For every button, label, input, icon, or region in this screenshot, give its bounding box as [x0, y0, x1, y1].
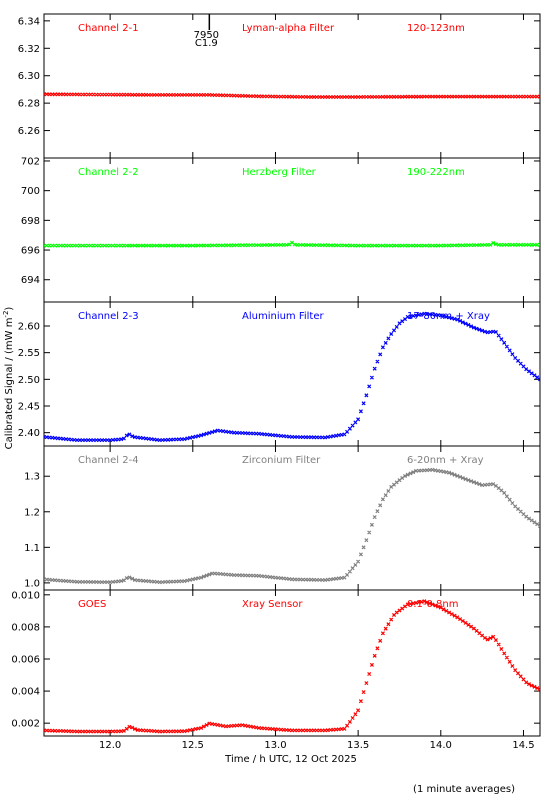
y-tick-label: 6.28	[18, 99, 40, 110]
event-marker-label: 7950	[194, 30, 219, 41]
panel-frame	[43, 13, 541, 159]
y-tick-label: 2.50	[18, 375, 40, 386]
y-tick-label: 0.004	[11, 687, 40, 698]
panel-4: 1.0 1.1 1.2 1.3 Channel 2-4 Zirconium Filter 6…	[24, 445, 541, 591]
series-3	[44, 311, 540, 443]
y-tick-label: 694	[21, 275, 40, 286]
y-tick-label: 2.40	[18, 428, 40, 439]
y-tick-label: 1.0	[24, 578, 40, 589]
y-tick-label: 2.55	[18, 348, 40, 359]
channel-label: GOES	[78, 599, 106, 610]
y-tick-label: 0.006	[11, 654, 40, 665]
band-label: 120-123nm	[407, 23, 465, 34]
y-tick-label: 1.2	[24, 507, 40, 518]
y-tick-label: 6.30	[18, 71, 40, 82]
filter-label: Aluminium Filter	[242, 311, 325, 322]
chart-panels: 6.26 6.28 6.30 6.32 6.34 Channel 2-1 Lyman-alp…	[11, 13, 541, 737]
filter-label: Xray Sensor	[242, 599, 303, 610]
channel-label: Channel 2-1	[78, 23, 139, 34]
y-tick-label: 6.34	[18, 16, 40, 27]
y-axis-label: Calibrated Signal / (mW m-2)	[2, 307, 15, 450]
filter-label: Herzberg Filter	[242, 167, 317, 178]
event-marker-label: C1.9	[195, 38, 218, 49]
y-tick-label: 2.60	[18, 322, 40, 333]
y-axis-label-text: Calibrated Signal / (mW m	[4, 318, 15, 450]
band-label: 0.1-0.8nm	[407, 599, 459, 610]
y-tick-label: 6.32	[18, 44, 40, 55]
x-tick-label: 14.0	[430, 740, 452, 751]
band-label: 17-80nm + Xray	[407, 311, 490, 322]
x-axis: 12.0 12.5 13.0 13.5 14.0 14.5	[99, 740, 535, 751]
panel-frame	[43, 445, 541, 591]
panel-5: 0.002 0.004 0.006 0.008 0.010 GOES Xray Sensor…	[11, 589, 541, 737]
y-tick-label: 0.008	[11, 622, 40, 633]
panel-frame	[43, 589, 541, 737]
channel-label: Channel 2-2	[78, 167, 139, 178]
averaging-note: (1 minute averages)	[413, 784, 515, 795]
band-label: 6-20nm + Xray	[407, 455, 484, 466]
y-tick-label: 700	[21, 186, 40, 197]
data-points	[44, 240, 540, 248]
x-tick-label: 14.5	[512, 740, 534, 751]
series-5	[44, 599, 540, 734]
y-axis-label-close: )	[4, 307, 15, 311]
panel-2: 694 696 698 700 702 Channel 2-2 Herzberg Filte…	[21, 156, 541, 303]
y-tick-label: 2.45	[18, 402, 40, 413]
y-tick-label: 702	[21, 156, 40, 167]
y-tick-label: 698	[21, 216, 40, 227]
y-tick-label: 6.26	[18, 126, 40, 137]
panel-3: 2.40 2.45 2.50 2.55 2.60 Channel 2-3 Aluminium…	[18, 301, 541, 447]
y-tick-label: 696	[21, 246, 40, 257]
x-tick-label: 12.5	[182, 740, 204, 751]
data-points	[44, 467, 540, 585]
y-tick-label: 0.002	[11, 719, 40, 730]
data-points	[44, 92, 540, 100]
channel-label: Channel 2-3	[78, 311, 139, 322]
channel-label: Channel 2-4	[78, 455, 139, 466]
x-tick-label: 13.0	[264, 740, 286, 751]
panel-frame	[43, 157, 541, 303]
series-2	[44, 240, 540, 248]
series-1	[44, 92, 540, 100]
filter-label: Lyman-alpha Filter	[242, 23, 335, 34]
filter-label: Zirconium Filter	[242, 455, 321, 466]
y-tick-label: 1.1	[24, 543, 40, 554]
x-axis-label: Time / h UTC, 12 Oct 2025	[224, 754, 357, 765]
data-points	[44, 311, 540, 443]
x-tick-label: 13.5	[347, 740, 369, 751]
series-4	[44, 467, 540, 585]
data-points	[44, 599, 540, 734]
y-tick-label: 1.3	[24, 472, 40, 483]
y-axis-label-exponent: -2	[2, 311, 10, 318]
band-label: 190-222nm	[407, 167, 465, 178]
x-tick-label: 12.0	[99, 740, 121, 751]
y-tick-label: 0.010	[11, 590, 40, 601]
panel-1: 6.26 6.28 6.30 6.32 6.34 Channel 2-1 Lyman-alp…	[18, 13, 541, 159]
